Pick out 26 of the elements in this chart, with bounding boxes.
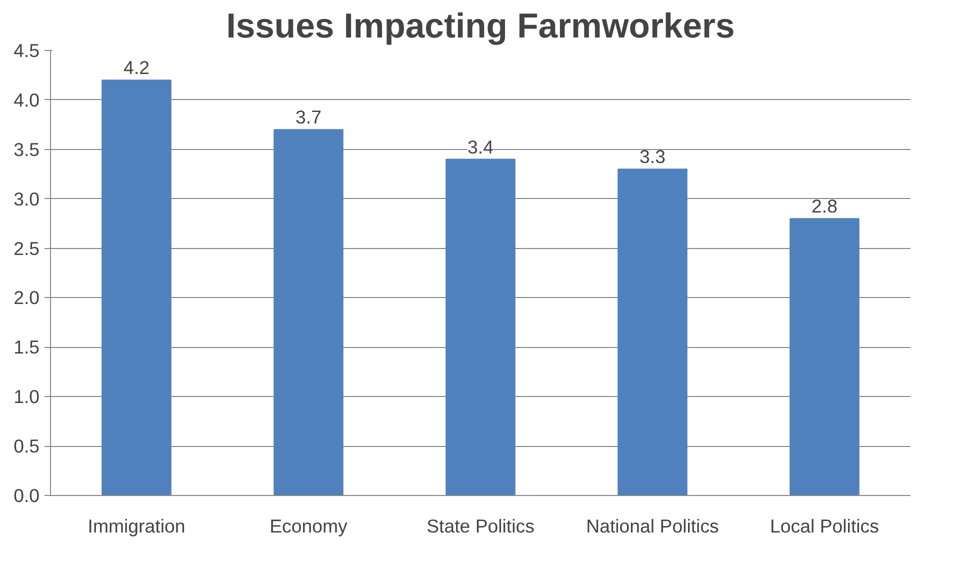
chart-title: Issues Impacting Farmworkers: [226, 8, 735, 46]
data-label: 3.4: [468, 136, 494, 158]
y-tick-label: 4.0: [14, 89, 40, 110]
y-tick-label: 4.5: [14, 40, 40, 61]
x-tick-label: Immigration: [88, 516, 186, 536]
y-tick-label: 2.5: [14, 238, 40, 259]
y-tick-label: 1.0: [14, 386, 40, 408]
bar: [446, 158, 516, 496]
y-tick-label: 3.0: [14, 188, 40, 210]
x-tick-label: National Politics: [586, 516, 719, 536]
y-tick-label: 2.0: [14, 287, 40, 308]
data-label: 3.3: [640, 146, 666, 168]
data-label: 2.8: [812, 196, 838, 217]
y-tick-label: 0.5: [14, 436, 40, 457]
x-tick-label: Local Politics: [770, 516, 879, 536]
data-label: 4.2: [124, 57, 150, 78]
x-tick-label: Economy: [270, 516, 348, 536]
x-tick-label: State Politics: [426, 516, 534, 536]
bar: [274, 129, 344, 496]
bar: [102, 80, 172, 496]
y-tick-label: 1.5: [14, 336, 40, 358]
bar: [790, 218, 860, 496]
y-tick-label: 0.0: [14, 485, 40, 506]
y-tick-label: 3.5: [14, 138, 40, 160]
bar: [618, 168, 688, 496]
data-label: 3.7: [296, 106, 322, 128]
